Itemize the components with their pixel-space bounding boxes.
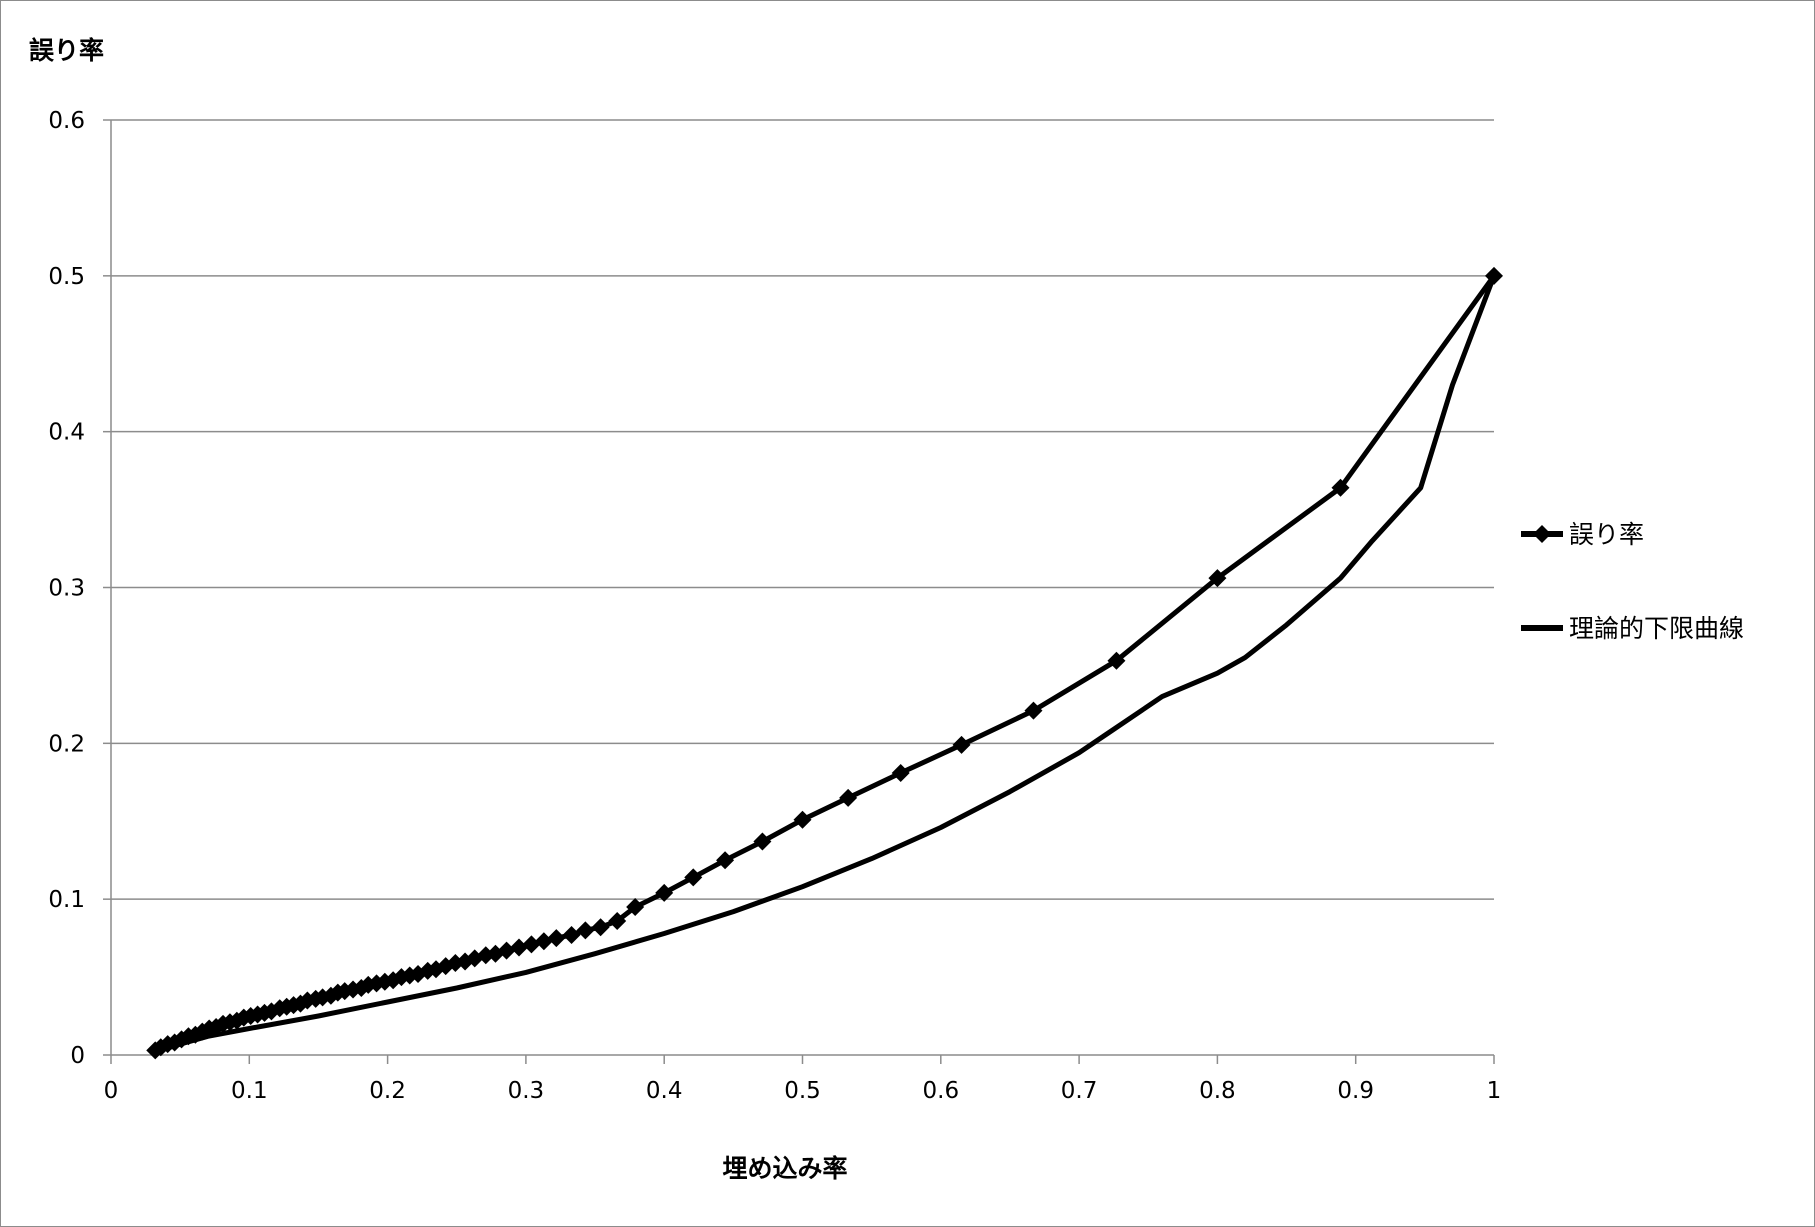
data-point-marker (753, 832, 772, 851)
y-tick-label: 0.4 (48, 420, 85, 446)
legend-label-lower-bound: 理論的下限曲線 (1569, 614, 1744, 643)
x-tick-label: 0.1 (231, 1078, 268, 1104)
y-tick-label: 0.6 (48, 108, 85, 134)
data-point-marker (793, 810, 812, 829)
y-tick-label: 0.1 (48, 887, 85, 913)
data-point-marker (591, 918, 610, 937)
gridlines (111, 119, 1494, 900)
data-point-marker (562, 926, 581, 945)
legend: 誤り率 理論的下限曲線 (1521, 520, 1744, 643)
x-axis-title: 埋め込み率 (722, 1154, 847, 1183)
y-tick-label: 0.5 (48, 264, 85, 290)
data-point-marker (952, 735, 971, 754)
legend-label-error-rate: 誤り率 (1569, 520, 1644, 549)
x-tick-label: 0 (104, 1078, 119, 1104)
data-point-marker (608, 911, 627, 930)
data-point-marker (1331, 478, 1350, 497)
x-tick-label: 0.9 (1337, 1078, 1374, 1104)
x-tick-label: 0.3 (508, 1078, 545, 1104)
data-point-marker (522, 935, 541, 954)
x-tick-label: 0.7 (1061, 1078, 1098, 1104)
x-tick-label: 0.4 (646, 1078, 683, 1104)
y-tick-label: 0.3 (48, 576, 85, 602)
data-point-marker (534, 932, 553, 951)
series-lines (152, 273, 1497, 1055)
data-point-marker (839, 788, 858, 807)
series-line-lower-bound (152, 273, 1497, 1055)
data-point-marker (547, 929, 566, 948)
data-point-marker (716, 851, 735, 870)
x-tick-label: 1 (1487, 1078, 1502, 1104)
x-tick-label: 0.6 (923, 1078, 960, 1104)
x-tick-label: 0.5 (784, 1078, 821, 1104)
legend-diamond-marker (1533, 525, 1551, 543)
data-point-marker (1485, 266, 1503, 285)
data-point-marker (655, 883, 674, 902)
data-point-marker (497, 941, 516, 960)
data-point-marker (626, 897, 645, 916)
legend-item-error-rate: 誤り率 (1521, 520, 1644, 549)
data-point-marker (891, 763, 910, 782)
x-tick-label: 0.8 (1199, 1078, 1236, 1104)
y-axis-title: 誤り率 (29, 36, 104, 65)
x-tick-label: 0.2 (369, 1078, 406, 1104)
legend-item-lower-bound: 理論的下限曲線 (1521, 614, 1744, 643)
series-line-error-rate (152, 273, 1497, 1053)
axes: 0 0.1 0.2 0.3 0.4 0.5 0.6 0 0.1 0.2 0.3 0.4 0.5 0.6 0.… (48, 108, 1501, 1104)
data-point-marker (576, 921, 595, 940)
y-tick-label: 0.2 (48, 731, 85, 757)
data-point-marker (684, 868, 703, 887)
y-tick-label: 0 (70, 1043, 85, 1069)
series-markers (146, 266, 1503, 1060)
data-point-marker (509, 938, 528, 957)
data-point-marker (1107, 651, 1126, 670)
data-point-marker (1208, 569, 1227, 588)
data-point-marker (1024, 701, 1043, 720)
